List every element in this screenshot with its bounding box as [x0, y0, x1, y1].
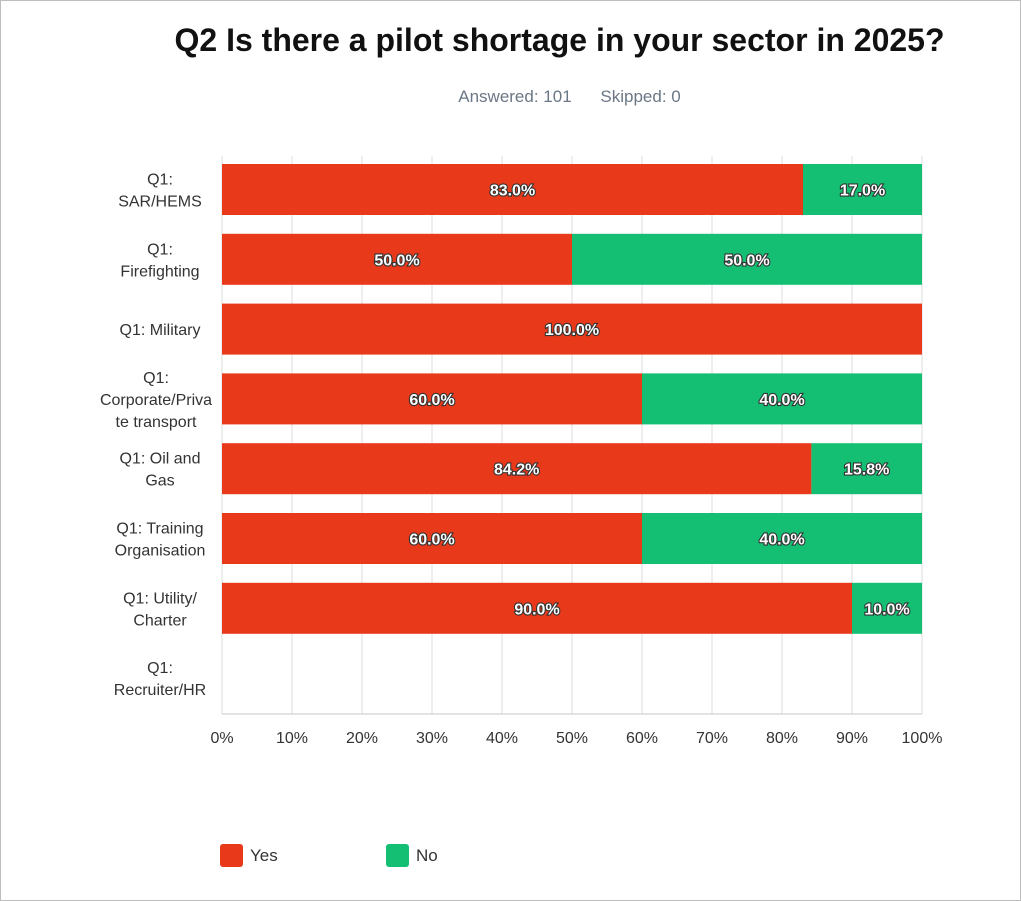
category-label: Q1: [147, 660, 173, 677]
data-label: 60.0% [409, 532, 454, 549]
x-tick-label: 40% [486, 730, 518, 747]
x-tick-label: 70% [696, 730, 728, 747]
legend-label-no: No [416, 845, 438, 865]
category-label: Firefighting [120, 263, 199, 280]
bar-yes[interactable] [222, 233, 572, 285]
category-label: Q1: Military [120, 322, 201, 339]
bar-yes[interactable] [222, 303, 922, 355]
data-label: 84.2% [494, 462, 539, 479]
bar-yes[interactable] [222, 164, 803, 215]
bar-no[interactable] [642, 373, 922, 425]
bar-no[interactable] [572, 233, 922, 285]
category-label: Organisation [115, 543, 206, 560]
answered-count: Answered: 101 [458, 87, 572, 106]
response-stats: Answered: 101 Skipped: 0 [0, 0, 1021, 120]
data-label: 40.0% [759, 532, 804, 549]
skipped-count: Skipped: 0 [600, 87, 681, 106]
bar-yes[interactable] [222, 373, 642, 425]
chart-legend: Yes No [220, 844, 552, 867]
category-label: SAR/HEMS [118, 194, 202, 211]
data-label: 60.0% [409, 392, 454, 409]
x-tick-label: 0% [210, 730, 233, 747]
category-label: Charter [133, 612, 187, 629]
legend-swatch-no [386, 844, 409, 867]
legend-swatch-yes [220, 844, 243, 867]
bar-yes[interactable] [222, 443, 812, 495]
x-tick-label: 60% [626, 730, 658, 747]
data-label: 50.0% [724, 252, 769, 269]
data-label: 100.0% [545, 322, 599, 339]
data-label: 50.0% [374, 252, 419, 269]
data-label: 83.0% [490, 183, 535, 200]
x-tick-label: 10% [276, 730, 308, 747]
bar-no[interactable] [642, 513, 922, 564]
bar-yes[interactable] [222, 513, 642, 564]
category-label: Q1: Training [116, 521, 203, 538]
legend-item-no[interactable]: No [386, 844, 552, 867]
category-label: Q1: Oil and [120, 451, 201, 468]
bar-no[interactable] [811, 443, 922, 495]
stats-line: Answered: 101 Skipped: 0 [0, 87, 1021, 107]
legend-label-yes: Yes [250, 845, 278, 865]
data-label: 90.0% [514, 601, 559, 618]
x-tick-label: 50% [556, 730, 588, 747]
stacked-bar-chart: 0% 10% 20% 30% 40% 50% 60% 70% 80% 90% 100% 83.0% 17… [100, 156, 943, 747]
data-label: 10.0% [864, 601, 909, 618]
category-label: te transport [116, 414, 197, 431]
category-label: Gas [145, 473, 174, 490]
x-tick-label: 100% [902, 730, 943, 747]
category-label: Q1: Utility/ [123, 590, 197, 607]
data-label: 15.8% [844, 462, 889, 479]
chart-title: Q2 Is there a pilot shortage in your sec… [174, 22, 945, 58]
x-tick-label: 80% [766, 730, 798, 747]
category-label: Corporate/Priva [100, 392, 212, 409]
category-label: Recruiter/HR [114, 682, 206, 699]
data-label: 17.0% [840, 183, 885, 200]
category-label: Q1: [147, 241, 173, 258]
category-label: Q1: [143, 370, 169, 387]
legend-item-yes[interactable]: Yes [220, 844, 386, 867]
data-label: 40.0% [759, 392, 804, 409]
x-tick-label: 20% [346, 730, 378, 747]
category-label: Q1: [147, 172, 173, 189]
bar-no[interactable] [852, 582, 922, 634]
title-area: Q2 Is there a pilot shortage in your sec… [0, 0, 1021, 70]
x-tick-label: 30% [416, 730, 448, 747]
x-tick-label: 90% [836, 730, 868, 747]
bar-no[interactable] [803, 164, 922, 215]
bar-yes[interactable] [222, 582, 852, 634]
